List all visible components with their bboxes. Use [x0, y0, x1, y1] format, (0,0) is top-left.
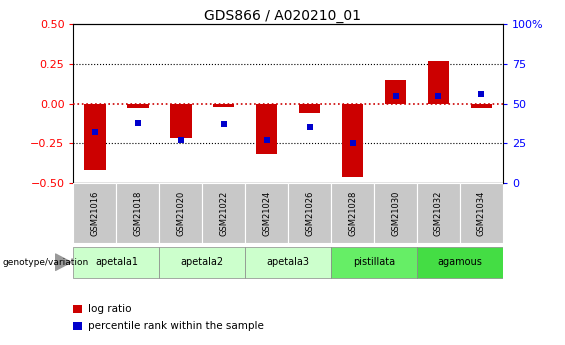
Bar	[374, 183, 417, 243]
Bar	[342, 104, 363, 177]
Text: GSM21034: GSM21034	[477, 190, 486, 236]
Bar	[202, 183, 245, 243]
Bar	[159, 183, 202, 243]
Polygon shape	[55, 254, 71, 270]
Text: apetala1: apetala1	[95, 257, 138, 267]
Text: GSM21028: GSM21028	[348, 190, 357, 236]
Bar	[417, 247, 503, 278]
Bar	[245, 247, 331, 278]
Bar	[84, 104, 106, 170]
Bar	[159, 247, 245, 278]
Bar	[245, 183, 288, 243]
Text: percentile rank within the sample: percentile rank within the sample	[88, 321, 263, 331]
Text: GSM21016: GSM21016	[90, 190, 99, 236]
Text: apetala2: apetala2	[181, 257, 224, 267]
Bar	[428, 61, 449, 104]
Bar	[471, 104, 492, 108]
Bar	[127, 104, 149, 108]
Bar	[299, 104, 320, 113]
Bar	[213, 104, 234, 107]
Bar	[73, 183, 116, 243]
Text: GSM21020: GSM21020	[176, 190, 185, 236]
Bar	[170, 104, 192, 138]
Text: GSM21032: GSM21032	[434, 190, 443, 236]
Text: GSM21022: GSM21022	[219, 190, 228, 236]
Text: GSM21024: GSM21024	[262, 190, 271, 236]
Text: genotype/variation: genotype/variation	[3, 258, 89, 267]
Bar	[73, 247, 159, 278]
Text: GSM21018: GSM21018	[133, 190, 142, 236]
Bar	[417, 183, 460, 243]
Bar	[288, 183, 331, 243]
Text: log ratio: log ratio	[88, 304, 131, 314]
Text: pistillata: pistillata	[353, 257, 395, 267]
Text: agamous: agamous	[437, 257, 483, 267]
Bar	[460, 183, 503, 243]
Bar	[256, 104, 277, 154]
Bar	[331, 183, 374, 243]
Text: GDS866 / A020210_01: GDS866 / A020210_01	[204, 9, 361, 23]
Text: GSM21030: GSM21030	[391, 190, 400, 236]
Bar	[331, 247, 417, 278]
Text: GSM21026: GSM21026	[305, 190, 314, 236]
Bar	[116, 183, 159, 243]
Bar	[385, 80, 406, 104]
Text: apetala3: apetala3	[267, 257, 310, 267]
